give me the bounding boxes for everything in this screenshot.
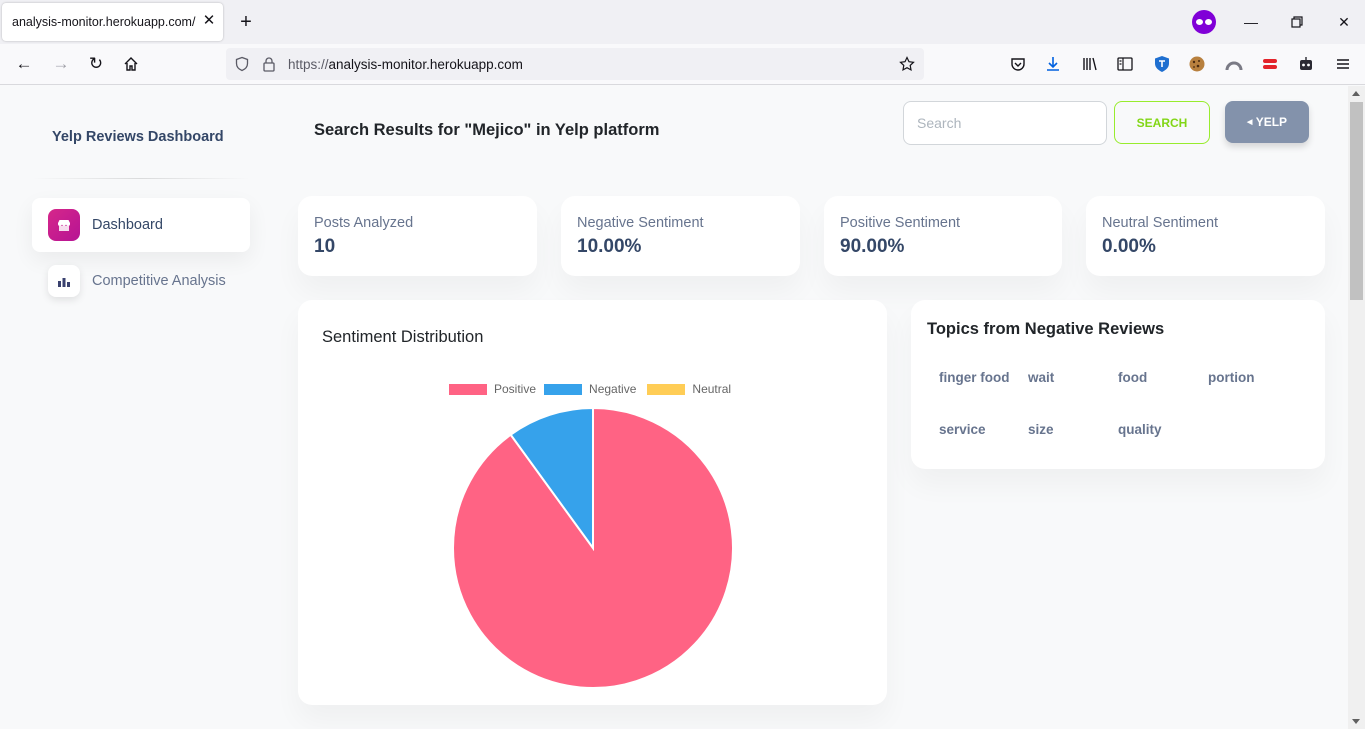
stat-label: Positive Sentiment — [840, 215, 961, 231]
vpn-shield-icon[interactable] — [1153, 55, 1171, 73]
stat-label: Posts Analyzed — [314, 215, 414, 231]
search-input[interactable] — [903, 101, 1107, 145]
legend-swatch-neutral — [647, 383, 686, 395]
library-icon[interactable] — [1081, 55, 1099, 73]
topics-negative-card: Topics from Negative Reviews finger food… — [911, 300, 1325, 469]
restore-icon[interactable] — [1287, 12, 1307, 32]
download-icon[interactable] — [1044, 55, 1062, 73]
forward-icon[interactable]: → — [52, 54, 70, 73]
legend-swatch-positive — [449, 383, 487, 395]
chevron-left-icon: ◀ — [1246, 119, 1253, 126]
private-browsing-icon — [1192, 10, 1216, 34]
shop-icon — [48, 209, 80, 241]
stat-value: 10 — [314, 236, 336, 257]
menu-hamburger-icon[interactable] — [1334, 55, 1352, 73]
stat-card-negative-sentiment: Negative Sentiment 10.00% — [561, 196, 800, 276]
legend-swatch-negative — [544, 383, 583, 395]
scroll-down-icon[interactable] — [1352, 719, 1360, 724]
minimize-icon[interactable]: — — [1244, 14, 1258, 30]
chart-legend: Positive Negative Neutral — [449, 382, 731, 396]
topic-tag: wait — [1028, 370, 1055, 385]
scroll-thumb[interactable] — [1350, 102, 1363, 300]
stat-value: 10.00% — [577, 236, 642, 257]
lock-icon[interactable] — [262, 56, 276, 72]
topic-tag: quality — [1118, 422, 1162, 437]
topic-tag: size — [1028, 422, 1054, 437]
cookie-icon[interactable] — [1188, 55, 1206, 73]
extension-red-icon[interactable] — [1261, 55, 1279, 73]
reload-icon[interactable]: ↻ — [88, 54, 104, 73]
page-title: Search Results for "Mejico" in Yelp plat… — [314, 121, 660, 139]
topic-tag: service — [939, 422, 986, 437]
sidebar-item-dashboard[interactable]: Dashboard — [32, 198, 250, 252]
yelp-button-label: YELP — [1255, 115, 1288, 129]
legend-label-negative[interactable]: Negative — [589, 382, 637, 396]
sidebar-item-label: Competitive Analysis — [92, 273, 226, 289]
search-button[interactable]: SEARCH — [1114, 101, 1210, 144]
pie-slice-negative[interactable] — [509, 407, 594, 552]
topic-tag: portion — [1208, 370, 1255, 385]
home-icon[interactable] — [121, 54, 141, 74]
new-tab-icon[interactable]: + — [240, 11, 252, 33]
extension-arc-icon[interactable] — [1225, 55, 1243, 73]
browser-tab-bar: analysis-monitor.herokuapp.com/ ✕ + — ✕ — [0, 0, 1365, 44]
stat-value: 90.00% — [840, 236, 905, 257]
url-bar[interactable]: https://analysis-monitor.herokuapp.com — [226, 48, 924, 80]
browser-nav-bar: ← → ↻ https://analysis-monitor.herokuapp… — [0, 44, 1365, 85]
yelp-platform-button[interactable]: ◀ YELP — [1225, 101, 1309, 143]
stat-label: Negative Sentiment — [577, 215, 704, 231]
topic-tag: food — [1118, 370, 1148, 385]
card-title: Topics from Negative Reviews — [927, 320, 1165, 338]
close-window-icon[interactable]: ✕ — [1338, 14, 1350, 30]
shield-icon[interactable] — [234, 56, 250, 72]
close-tab-icon[interactable]: ✕ — [202, 12, 216, 29]
back-icon[interactable]: ← — [15, 54, 33, 73]
card-title: Sentiment Distribution — [322, 328, 484, 346]
bookmark-star-icon[interactable] — [899, 56, 915, 72]
tab-title: analysis-monitor.herokuapp.com/ — [12, 15, 196, 29]
page-scrollbar[interactable] — [1348, 86, 1365, 729]
stat-label: Neutral Sentiment — [1102, 215, 1219, 231]
legend-label-positive[interactable]: Positive — [494, 382, 537, 396]
topic-tag: finger food — [939, 370, 1010, 385]
url-text[interactable]: https://analysis-monitor.herokuapp.com — [288, 57, 523, 72]
sentiment-pie-chart — [452, 407, 734, 689]
browser-tab[interactable]: analysis-monitor.herokuapp.com/ ✕ — [2, 3, 223, 41]
stat-card-posts-analyzed: Posts Analyzed 10 — [298, 196, 537, 276]
legend-label-neutral[interactable]: Neutral — [692, 382, 732, 396]
sidebar-divider — [32, 178, 250, 179]
chart-bar-icon — [48, 265, 80, 297]
stat-card-positive-sentiment: Positive Sentiment 90.00% — [824, 196, 1062, 276]
sidebar-item-competitive-analysis[interactable]: Competitive Analysis — [32, 254, 250, 308]
sidebar-toggle-icon[interactable] — [1116, 55, 1134, 73]
sidebar-item-label: Dashboard — [92, 217, 163, 233]
sidebar-title[interactable]: Yelp Reviews Dashboard — [52, 129, 224, 145]
scroll-up-icon[interactable] — [1352, 91, 1360, 96]
robot-icon[interactable] — [1297, 55, 1315, 73]
stat-card-neutral-sentiment: Neutral Sentiment 0.00% — [1086, 196, 1325, 276]
pocket-icon[interactable] — [1009, 55, 1027, 73]
stat-value: 0.00% — [1102, 236, 1156, 257]
